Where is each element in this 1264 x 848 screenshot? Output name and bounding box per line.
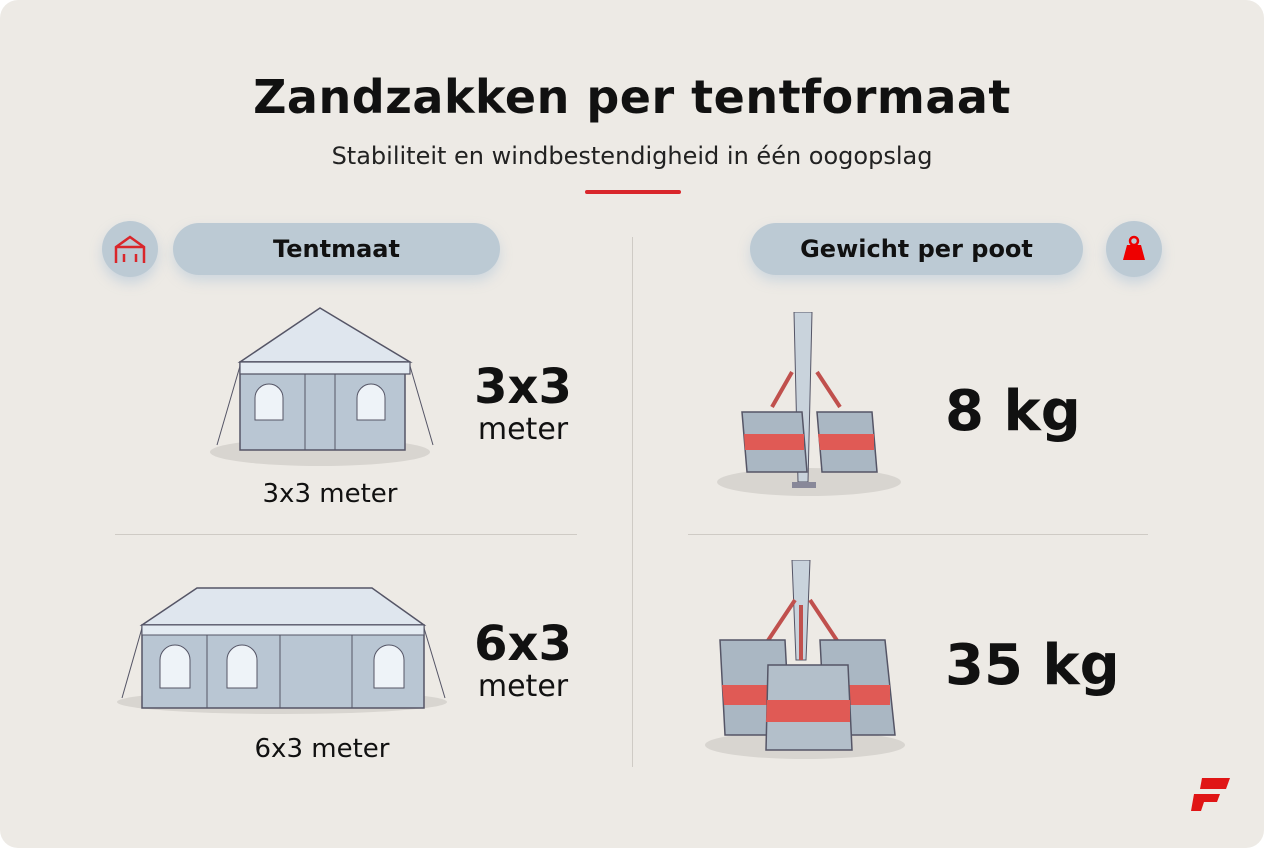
title-underline bbox=[585, 190, 681, 194]
tent-caption: 3x3 meter bbox=[262, 479, 398, 509]
sandbag-35kg-illustration bbox=[705, 560, 905, 759]
size-value: 6x3 bbox=[474, 616, 572, 672]
weight-value: 35 kg bbox=[945, 633, 1120, 698]
tent-3x3-illustration bbox=[210, 307, 434, 466]
row-divider bbox=[115, 534, 577, 535]
tent-caption: 6x3 meter bbox=[254, 734, 390, 764]
size-unit: meter bbox=[477, 669, 569, 704]
sandbag-8kg-illustration bbox=[717, 312, 901, 496]
tent-icon bbox=[102, 221, 158, 277]
page-subtitle: Stabiliteit en windbestendigheid in één … bbox=[331, 142, 933, 170]
size-value: 3x3 bbox=[474, 359, 572, 415]
weight-value: 8 kg bbox=[945, 379, 1081, 444]
tent-6x3-illustration bbox=[117, 587, 447, 714]
size-unit: meter bbox=[477, 412, 569, 447]
page-title: Zandzakken per tentformaat bbox=[253, 70, 1011, 124]
row-divider bbox=[688, 534, 1148, 535]
column-header-tentmaat: Tentmaat bbox=[173, 223, 500, 275]
brand-logo bbox=[1191, 778, 1230, 811]
column-divider bbox=[632, 237, 633, 767]
column-header-gewicht: Gewicht per poot bbox=[750, 223, 1083, 275]
weight-icon bbox=[1106, 221, 1162, 277]
